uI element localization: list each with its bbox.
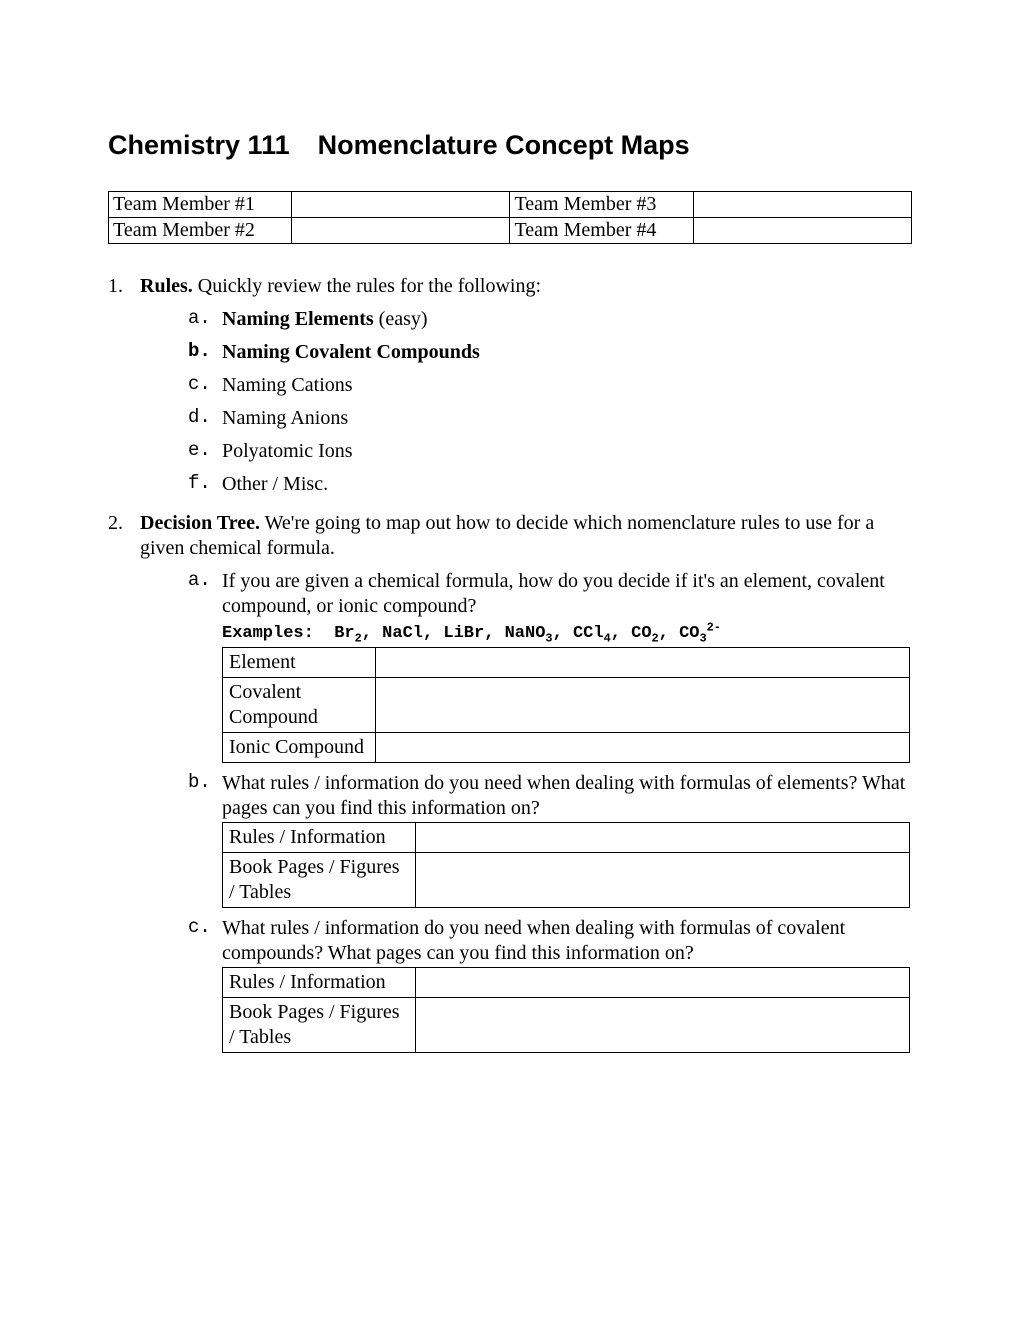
sub-c-text: Naming Cations bbox=[222, 374, 353, 396]
team-table: Team Member #1 Team Member #3 Team Membe… bbox=[108, 191, 912, 244]
sub-b-marker: b. bbox=[188, 340, 211, 364]
item2-sub-b: b. What rules / information do you need … bbox=[188, 771, 912, 908]
item2a-text: If you are given a chemical formula, how… bbox=[222, 570, 885, 617]
cell-rules: Rules / Information bbox=[223, 823, 416, 853]
cell-pages: Book Pages / Figures / Tables bbox=[223, 998, 416, 1053]
team-member-3-label: Team Member #3 bbox=[510, 192, 693, 218]
team-member-1-label: Team Member #1 bbox=[109, 192, 292, 218]
page-title: Chemistry 111 Nomenclature Concept Maps bbox=[108, 130, 912, 161]
table-row: Rules / Information bbox=[223, 823, 910, 853]
table-row: Book Pages / Figures / Tables bbox=[223, 998, 910, 1053]
sub-d-marker: d. bbox=[188, 406, 211, 430]
item2-sublist: a. If you are given a chemical formula, … bbox=[188, 569, 912, 1053]
table-row: Team Member #2 Team Member #4 bbox=[109, 218, 912, 244]
cell-rules: Rules / Information bbox=[223, 968, 416, 998]
team-member-4-blank bbox=[693, 218, 911, 244]
item2c-text: What rules / information do you need whe… bbox=[222, 917, 845, 964]
item2b-table: Rules / Information Book Pages / Figures… bbox=[222, 822, 910, 908]
item2a-table: Element Covalent Compound Ionic Compound bbox=[222, 647, 910, 763]
examples-label: Examples: bbox=[222, 624, 314, 643]
item2b-text: What rules / information do you need whe… bbox=[222, 772, 905, 819]
cell-blank bbox=[416, 968, 910, 998]
sub-f: f. Other / Misc. bbox=[188, 472, 912, 497]
sub-a-marker: a. bbox=[188, 307, 211, 331]
item2b-marker: b. bbox=[188, 771, 211, 795]
cell-blank bbox=[376, 733, 910, 763]
worksheet-page: Chemistry 111 Nomenclature Concept Maps T… bbox=[0, 0, 1020, 1320]
item2-marker: 2. bbox=[108, 511, 123, 536]
sub-e-marker: e. bbox=[188, 439, 211, 463]
table-row: Team Member #1 Team Member #3 bbox=[109, 192, 912, 218]
cell-pages: Book Pages / Figures / Tables bbox=[223, 853, 416, 908]
cell-blank bbox=[416, 998, 910, 1053]
sub-b: b. Naming Covalent Compounds bbox=[188, 340, 912, 365]
sub-e-text: Polyatomic Ions bbox=[222, 440, 353, 462]
item2-sub-c: c. What rules / information do you need … bbox=[188, 916, 912, 1053]
sub-d: d. Naming Anions bbox=[188, 406, 912, 431]
sub-a: a. Naming Elements (easy) bbox=[188, 307, 912, 332]
sub-c: c. Naming Cations bbox=[188, 373, 912, 398]
sub-a-bold: Naming Elements bbox=[222, 308, 374, 330]
table-row: Element bbox=[223, 648, 910, 678]
item2c-marker: c. bbox=[188, 916, 211, 940]
sub-b-bold: Naming Covalent Compounds bbox=[222, 341, 480, 363]
cell-blank bbox=[416, 823, 910, 853]
sub-f-marker: f. bbox=[188, 472, 211, 496]
list-item-2: 2. Decision Tree. We're going to map out… bbox=[108, 511, 912, 1053]
item1-lead-bold: Rules. bbox=[140, 275, 193, 297]
sub-c-marker: c. bbox=[188, 373, 211, 397]
table-row: Book Pages / Figures / Tables bbox=[223, 853, 910, 908]
item2-lead-bold: Decision Tree. bbox=[140, 512, 260, 534]
sub-a-rest: (easy) bbox=[374, 308, 428, 330]
team-member-3-blank bbox=[693, 192, 911, 218]
team-member-2-label: Team Member #2 bbox=[109, 218, 292, 244]
sub-f-text: Other / Misc. bbox=[222, 473, 328, 495]
numbered-list: 1. Rules. Quickly review the rules for t… bbox=[108, 274, 912, 1053]
item1-marker: 1. bbox=[108, 274, 123, 299]
team-member-1-blank bbox=[292, 192, 510, 218]
examples-line: Examples: Br2, NaCl, LiBr, NaNO3, CCl4, … bbox=[222, 624, 721, 643]
table-row: Ionic Compound bbox=[223, 733, 910, 763]
cell-element: Element bbox=[223, 648, 376, 678]
cell-covalent: Covalent Compound bbox=[223, 678, 376, 733]
item2a-marker: a. bbox=[188, 569, 211, 593]
list-item-1: 1. Rules. Quickly review the rules for t… bbox=[108, 274, 912, 497]
item1-lead-rest: Quickly review the rules for the followi… bbox=[193, 275, 541, 297]
team-member-4-label: Team Member #4 bbox=[510, 218, 693, 244]
title-part1: Chemistry 111 bbox=[108, 130, 290, 160]
item2c-table: Rules / Information Book Pages / Figures… bbox=[222, 967, 910, 1053]
sub-e: e. Polyatomic Ions bbox=[188, 439, 912, 464]
team-member-2-blank bbox=[292, 218, 510, 244]
cell-blank bbox=[416, 853, 910, 908]
table-row: Rules / Information bbox=[223, 968, 910, 998]
item2-sub-a: a. If you are given a chemical formula, … bbox=[188, 569, 912, 763]
sub-d-text: Naming Anions bbox=[222, 407, 348, 429]
item1-sublist: a. Naming Elements (easy) b. Naming Cova… bbox=[188, 307, 912, 497]
cell-blank bbox=[376, 678, 910, 733]
cell-blank bbox=[376, 648, 910, 678]
title-part2: Nomenclature Concept Maps bbox=[318, 130, 690, 160]
table-row: Covalent Compound bbox=[223, 678, 910, 733]
cell-ionic: Ionic Compound bbox=[223, 733, 376, 763]
